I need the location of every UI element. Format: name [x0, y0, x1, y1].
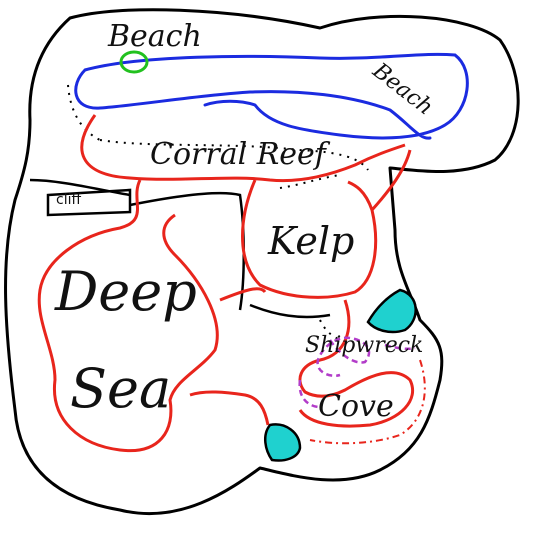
reef-border: [80, 114, 406, 183]
west-edge-border: [189, 390, 270, 426]
coastline-outline: [4, 8, 520, 516]
coastline-inner-lines: [29, 178, 331, 319]
label-sea: Sea: [70, 357, 172, 420]
rock-south-west: [264, 423, 302, 462]
label-cove: Cove: [318, 389, 394, 424]
cliff-box: [46, 188, 132, 217]
shipwreck-outline: [298, 336, 416, 409]
label-kelp: Kelp: [268, 219, 355, 263]
rock-north-east: [366, 288, 417, 334]
deep-sea-border: [37, 179, 219, 453]
cove-border: [219, 287, 415, 428]
start-marker: [119, 50, 149, 74]
label-beach-north: Beach: [108, 19, 202, 54]
label-deep: Deep: [55, 260, 197, 323]
kelp-border: [241, 149, 412, 299]
label-cliff: cliff: [56, 192, 82, 208]
beach-path: [74, 52, 469, 140]
label-coral-reef: Corral Reef: [150, 137, 326, 172]
label-shipwreck: Shipwreck: [305, 333, 424, 358]
